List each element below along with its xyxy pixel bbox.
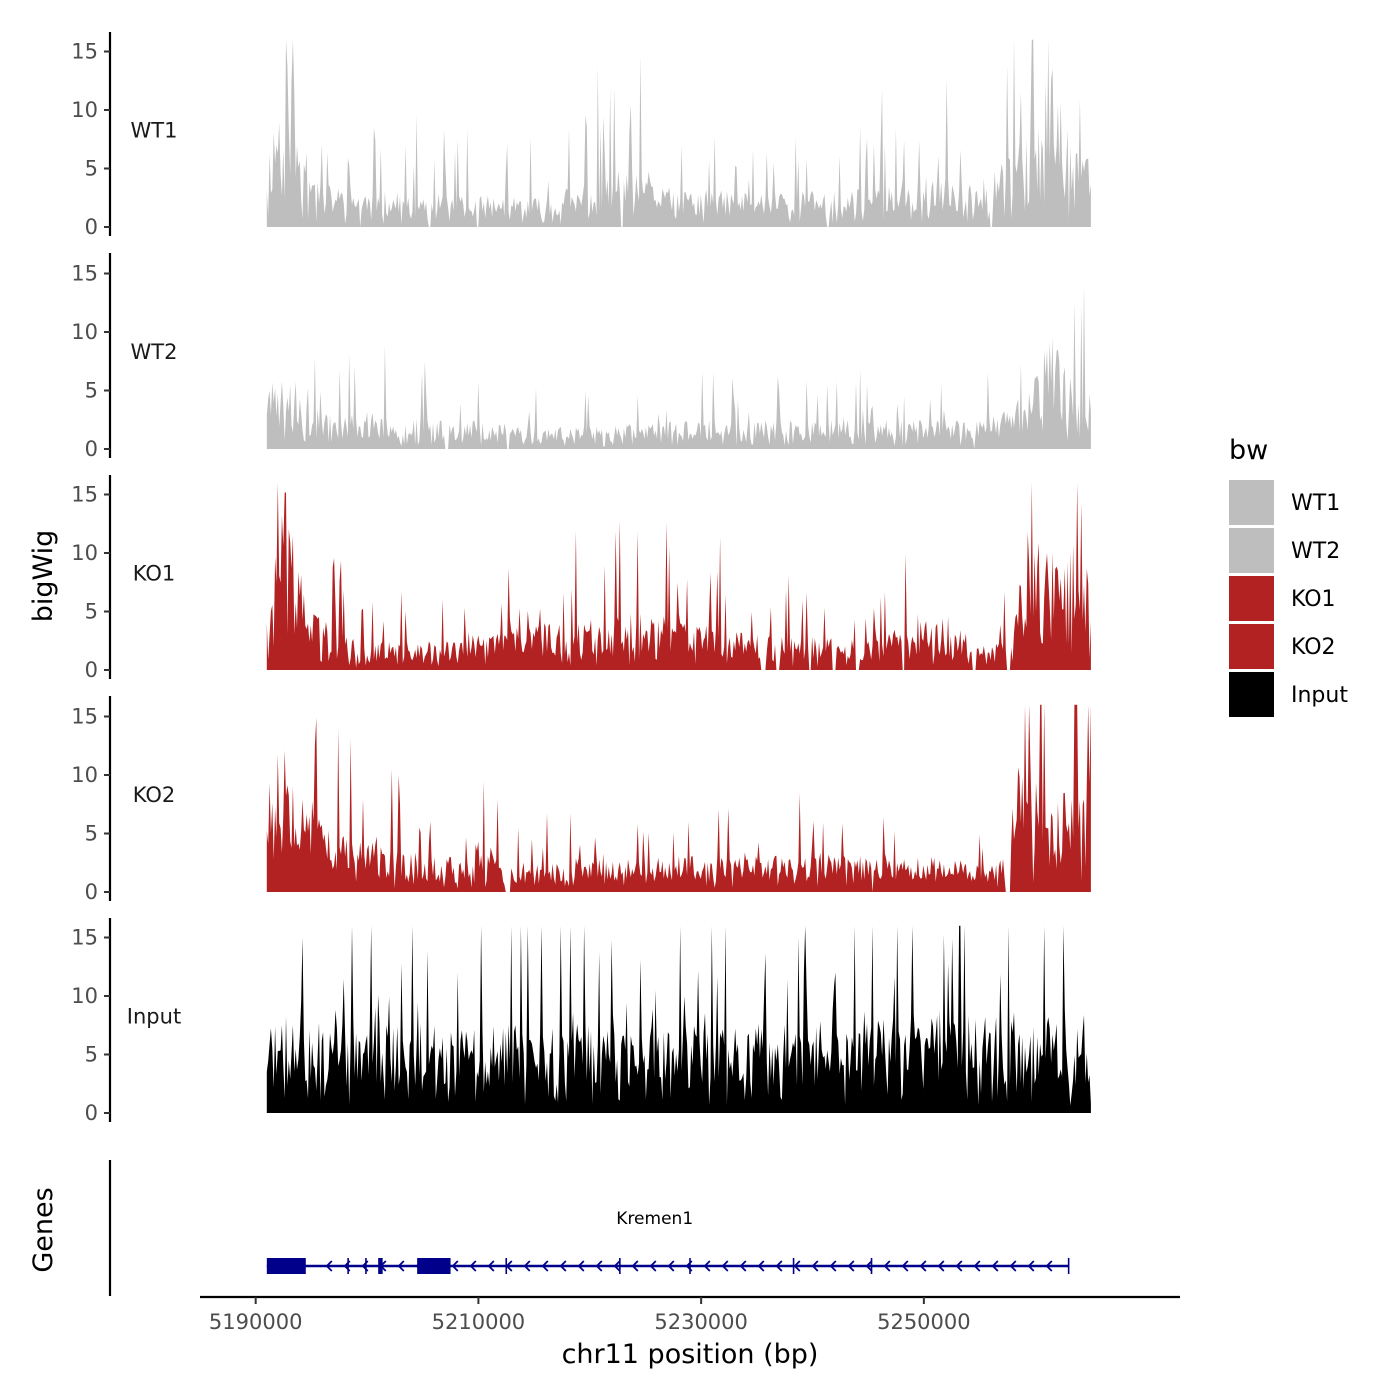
gene-strand-arrow [721, 1260, 729, 1272]
y-tick-label: 5 [85, 379, 98, 403]
y-axis-title: bigWig [28, 530, 59, 623]
y-tick-label: 15 [71, 483, 98, 507]
legend-swatch-ko1 [1229, 576, 1274, 621]
x-tick-label: 5190000 [209, 1310, 303, 1334]
gene-strand-arrow [901, 1260, 909, 1272]
y-tick-label: 10 [71, 984, 98, 1008]
track-area-input [266, 925, 1091, 1113]
gene-strand-arrow [937, 1260, 945, 1272]
track-area-ko2 [266, 704, 1091, 892]
gene-strand-arrow [685, 1260, 693, 1272]
gene-strand-arrow [559, 1260, 567, 1272]
track-area-ko1 [266, 482, 1091, 670]
y-tick-label: 0 [85, 437, 98, 461]
gene-exon [266, 1258, 306, 1274]
legend-label-wt2: WT2 [1291, 539, 1340, 564]
gene-strand-arrow [865, 1260, 873, 1272]
gene-strand-arrow [991, 1260, 999, 1272]
gene-strand-arrow [1045, 1260, 1053, 1272]
legend-label-wt1: WT1 [1291, 491, 1340, 516]
y-tick-label: 15 [71, 926, 98, 950]
gene-strand-arrow [793, 1260, 801, 1272]
axes: 0 5 10 15 WT1 0 5 10 15 WT2 0 5 10 15 KO1 0 5 10 15 KO2 0 5 10… [28, 32, 1180, 1370]
gene-strand-arrow [829, 1260, 837, 1272]
gene-strand-arrow [775, 1260, 783, 1272]
gene-strand-arrow [451, 1260, 459, 1272]
gene-strand-arrow [577, 1260, 585, 1272]
legend-swatch-input [1229, 672, 1274, 717]
gene-strand-arrow [955, 1260, 963, 1272]
y-tick-label: 0 [85, 658, 98, 682]
gene-strand-arrow [505, 1260, 513, 1272]
legend-label-ko1: KO1 [1291, 587, 1336, 612]
gene-strand-arrow [919, 1260, 927, 1272]
gene-strand-arrow [469, 1260, 477, 1272]
y-tick-label: 15 [71, 705, 98, 729]
y-tick-label: 10 [71, 320, 98, 344]
x-tick-label: 5210000 [432, 1310, 526, 1334]
gene-strand-arrow [649, 1260, 657, 1272]
gene-strand-arrow [613, 1260, 621, 1272]
bigwig-tracks [266, 39, 1091, 1113]
track-label-input: Input [127, 1005, 181, 1029]
track-area-wt1 [266, 39, 1091, 227]
gene-strand-arrow [595, 1260, 603, 1272]
gene-strand-arrow [739, 1260, 747, 1272]
gene-strand-arrow [667, 1260, 675, 1272]
gene-strand-arrow [631, 1260, 639, 1272]
x-tick-label: 5230000 [654, 1310, 748, 1334]
y-tick-label: 5 [85, 157, 98, 181]
gene-strand-arrow [883, 1260, 891, 1272]
y-tick-label: 5 [85, 1043, 98, 1067]
gene-strand-arrow [415, 1260, 423, 1272]
gene-strand-arrow [361, 1260, 369, 1272]
gene-panel: Genes Kremen1 [28, 1160, 1070, 1296]
track-label-wt2: WT2 [131, 340, 178, 364]
track-label-ko2: KO2 [133, 783, 176, 807]
y-tick-label: 5 [85, 822, 98, 846]
legend-label-input: Input [1291, 683, 1348, 708]
gene-strand-arrow [379, 1260, 387, 1272]
legend-swatch-wt1 [1229, 480, 1274, 525]
y-tick-label: 10 [71, 98, 98, 122]
legend-swatch-wt2 [1229, 528, 1274, 573]
legend: bw WT1 WT2 KO1 KO2 Input [1229, 435, 1348, 717]
gene-strand-arrow [811, 1260, 819, 1272]
legend-swatch-ko2 [1229, 624, 1274, 669]
gene-strand-arrow [1027, 1260, 1035, 1272]
gene-strand-arrow [757, 1260, 765, 1272]
gene-strand-arrow [433, 1260, 441, 1272]
gene-strand-arrow [847, 1260, 855, 1272]
gene-panel-title: Genes [28, 1187, 59, 1272]
gene-strand-arrow [973, 1260, 981, 1272]
y-tick-label: 0 [85, 880, 98, 904]
track-label-wt1: WT1 [131, 119, 178, 143]
track-label-ko1: KO1 [133, 562, 176, 586]
gene-name-label: Kremen1 [616, 1209, 693, 1229]
legend-label-ko2: KO2 [1291, 635, 1336, 660]
x-tick-label: 5250000 [877, 1310, 971, 1334]
gene-strand-arrow [541, 1260, 549, 1272]
gene-strand-arrow [523, 1260, 531, 1272]
gene-strand-arrow [397, 1260, 405, 1272]
y-tick-label: 10 [71, 763, 98, 787]
y-tick-label: 10 [71, 541, 98, 565]
y-tick-label: 0 [85, 1101, 98, 1125]
y-tick-label: 15 [71, 40, 98, 64]
y-tick-label: 0 [85, 215, 98, 239]
gene-strand-arrow [1009, 1260, 1017, 1272]
y-tick-label: 5 [85, 600, 98, 624]
gene-strand-arrow [325, 1260, 333, 1272]
gene-strand-arrow [703, 1260, 711, 1272]
y-tick-label: 15 [71, 262, 98, 286]
x-axis-title: chr11 position (bp) [562, 1339, 819, 1370]
track-area-wt2 [266, 284, 1091, 449]
gene-strand-arrow [343, 1260, 351, 1272]
gene-strand-arrow [487, 1260, 495, 1272]
legend-title: bw [1229, 435, 1268, 466]
